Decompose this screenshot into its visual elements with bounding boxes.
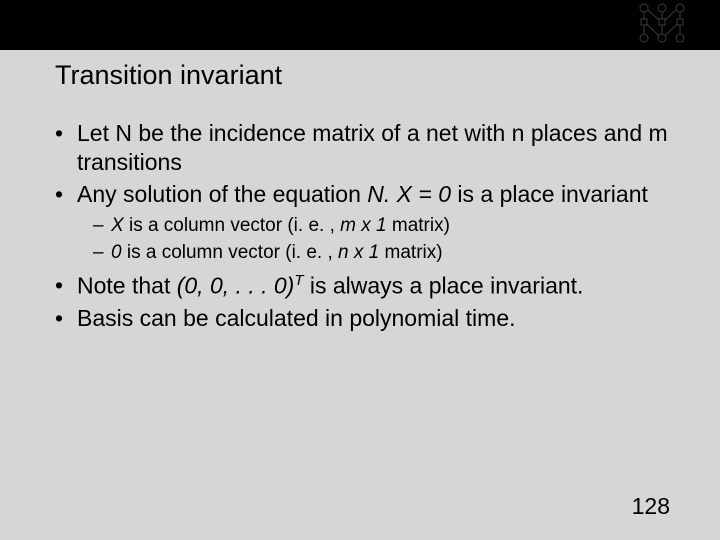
sub2-dim: n x 1 [338, 242, 379, 263]
bullet-3-pre: Note that [77, 273, 177, 299]
sub1-text: is a column vector (i. e. , [124, 215, 340, 236]
bullet-3-vector: (0, 0, . . . 0) [177, 273, 295, 299]
sub1-end: matrix) [387, 215, 450, 236]
bullet-3-post: is always a place invariant. [303, 273, 583, 299]
sub2-text: is a column vector (i. e. , [122, 242, 338, 263]
slide-title: Transition invariant [55, 60, 675, 91]
bullet-4-text: Basis can be calculated in polynomial ti… [77, 305, 516, 331]
bullet-4: Basis can be calculated in polynomial ti… [55, 304, 675, 333]
sub-bullet-list: X is a column vector (i. e. , m x 1 matr… [77, 213, 675, 265]
petri-net-decoration-icon [632, 2, 692, 44]
page-number: 128 [632, 493, 670, 520]
sub1-dim: m x 1 [340, 215, 386, 236]
slide-content: Transition invariant Let N be the incide… [55, 60, 675, 335]
bullet-3: Note that (0, 0, . . . 0)T is always a p… [55, 271, 675, 301]
sub-bullet-1: X is a column vector (i. e. , m x 1 matr… [77, 213, 675, 238]
bullet-list: Let N be the incidence matrix of a net w… [55, 119, 675, 333]
bullet-2: Any solution of the equation N. X = 0 is… [55, 180, 675, 266]
bullet-2-post: is a place invariant [451, 181, 648, 207]
bullet-1: Let N be the incidence matrix of a net w… [55, 119, 675, 178]
sub2-var: 0 [111, 242, 122, 263]
bullet-2-pre: Any solution of the equation [77, 181, 367, 207]
header-bar [0, 0, 720, 50]
bullet-1-text: Let N be the incidence matrix of a net w… [77, 120, 668, 175]
bullet-2-equation: N. X = 0 [367, 181, 451, 207]
sub-bullet-2: 0 is a column vector (i. e. , n x 1 matr… [77, 240, 675, 265]
sub1-var: X [111, 215, 124, 236]
sub2-end: matrix) [379, 242, 442, 263]
